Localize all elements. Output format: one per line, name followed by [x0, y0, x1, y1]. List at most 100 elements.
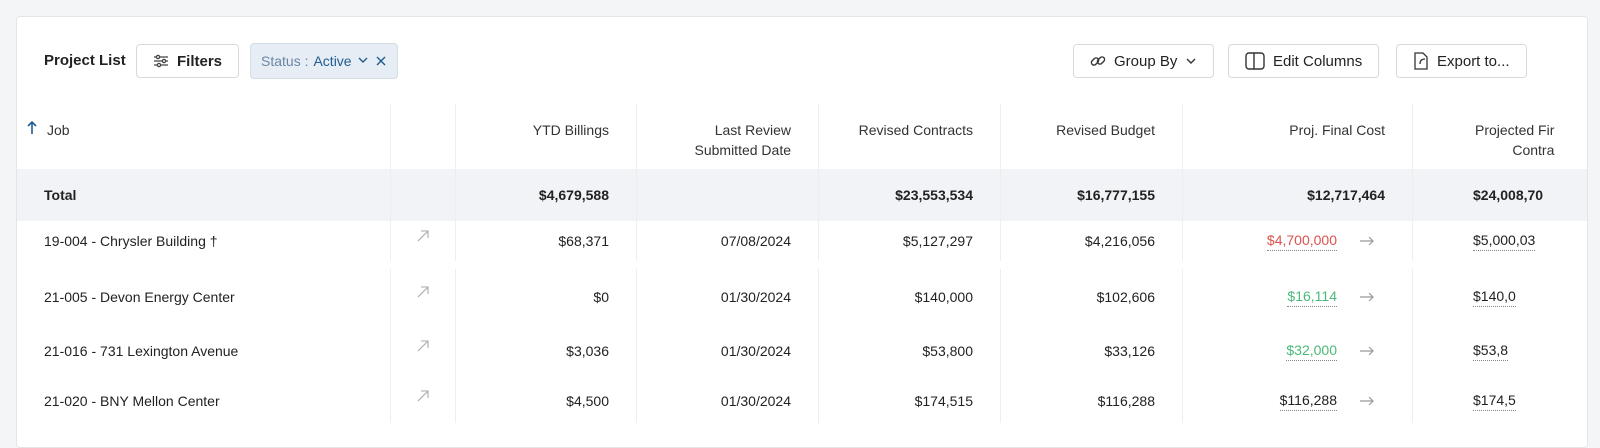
cell-text: $16,777,155 [1077, 187, 1155, 203]
icon-cell [391, 221, 456, 261]
cell-text: $12,717,464 [1307, 187, 1385, 203]
export-label: Export to... [1437, 52, 1510, 70]
icon-cell [391, 379, 456, 423]
cell-text: $33,126 [1104, 343, 1155, 359]
open-arrow [1359, 289, 1375, 305]
table-cell: 19-004 - Chrysler Building † [17, 221, 391, 261]
filters-icon [154, 54, 168, 68]
table-cell: $68,371 [456, 221, 637, 261]
cell-text: $23,553,534 [895, 187, 973, 203]
export-button[interactable]: Export to... [1396, 44, 1527, 78]
table-cell: $16,777,155 [1001, 169, 1183, 221]
table-cell: $4,679,588 [456, 169, 637, 221]
cell-text: 21-005 - Devon Energy Center [44, 289, 235, 305]
cell-text: 21-020 - BNY Mellon Center [44, 393, 220, 409]
table-cell: 21-016 - 731 Lexington Avenue [17, 323, 391, 379]
project-list-card: Project List Filters Status : Active Gro… [16, 16, 1588, 448]
icon-cell [391, 323, 456, 379]
export-icon [1414, 52, 1428, 70]
cell-text: $4,500 [566, 393, 609, 409]
table-cell: $116,288 [1183, 379, 1413, 423]
header-row: Job YTD Billings Last Review Submitted Dat… [17, 104, 1587, 169]
table-cell: $32,000 [1183, 323, 1413, 379]
cell-text: 01/30/2024 [720, 343, 791, 359]
cell-text: $32,000 [1286, 342, 1337, 361]
table-cell: Total [17, 169, 391, 221]
cell-text: Job [47, 122, 70, 138]
edit-columns-button[interactable]: Edit Columns [1228, 44, 1380, 78]
status-chip[interactable]: Status : Active [250, 43, 398, 79]
cell-text: 07/08/2024 [720, 233, 791, 249]
cell-text: $16,114 [1287, 288, 1337, 307]
data-row: 21-020 - BNY Mellon Center $4,500 01/30/20… [17, 379, 1587, 423]
data-row: 19-004 - Chrysler Building † $68,371 07/08… [17, 221, 1587, 261]
cell-text: $53,800 [922, 343, 973, 359]
sort-icon [27, 120, 37, 140]
column-header: Last Review Submitted Date [637, 104, 819, 169]
table-cell: $3,036 [456, 323, 637, 379]
group-by-label: Group By [1114, 52, 1178, 70]
filters-label: Filters [177, 52, 223, 70]
cell-text: Revised Budget [1056, 122, 1155, 138]
table-cell: $12,717,464 [1183, 169, 1413, 221]
column-header: Proj. Final Cost [1183, 104, 1413, 169]
table-cell: $53,800 [819, 323, 1001, 379]
table-cell: $4,216,056 [1001, 221, 1183, 261]
cell-text: Projected Fir Contra [1475, 122, 1555, 158]
table-cell [637, 169, 819, 221]
cell-text: $102,606 [1096, 289, 1155, 305]
link-icon [1090, 56, 1106, 66]
cell-text: $174,5 [1473, 392, 1516, 411]
page: Project List Filters Status : Active Gro… [16, 16, 1588, 448]
status-value: Active [313, 53, 352, 69]
cell-text: $116,288 [1097, 393, 1155, 409]
cell-text: $4,679,588 [538, 187, 609, 203]
cell-text: $116,288 [1279, 392, 1337, 411]
total-row: Total $4,679,588 $23,553,534 $16,777,155 $12… [17, 169, 1587, 221]
icon-cell [391, 104, 456, 169]
cell-text: 01/30/2024 [720, 289, 791, 305]
table-cell: 01/30/2024 [637, 379, 819, 423]
table-cell: $140,000 [819, 269, 1001, 325]
column-header: Revised Budget [1001, 104, 1183, 169]
open-arrow [1359, 393, 1375, 409]
cell-text: $68,371 [558, 233, 609, 249]
group-by-button[interactable]: Group By [1073, 44, 1215, 78]
cell-text: $174,515 [914, 393, 973, 409]
table-cell: $102,606 [1001, 269, 1183, 325]
table-cell: 01/30/2024 [637, 269, 819, 325]
table-cell: $5,000,03 [1413, 221, 1587, 261]
table-cell: $4,700,000 [1183, 221, 1413, 261]
table-cell: 01/30/2024 [637, 323, 819, 379]
cell-text: $5,000,03 [1473, 232, 1536, 251]
table-cell: $53,8 [1413, 323, 1587, 379]
table-cell: $174,515 [819, 379, 1001, 423]
table-cell: $140,0 [1413, 269, 1587, 325]
open-arrow [1359, 343, 1375, 359]
cell-text: Proj. Final Cost [1289, 122, 1385, 138]
title: Project List [44, 51, 126, 69]
icon-cell [391, 169, 456, 221]
table-cell: $4,500 [456, 379, 637, 423]
cell-text: YTD Billings [532, 122, 609, 138]
columns-icon [1245, 52, 1265, 70]
cell-text: $140,000 [914, 289, 973, 305]
cell-text: $140,0 [1473, 288, 1516, 307]
column-header: YTD Billings [456, 104, 637, 169]
column-header: Revised Contracts [819, 104, 1001, 169]
table-cell: 21-020 - BNY Mellon Center [17, 379, 391, 423]
table-cell: $16,114 [1183, 269, 1413, 325]
table-cell: $23,553,534 [819, 169, 1001, 221]
data-row: 21-005 - Devon Energy Center $0 01/30/2024… [17, 269, 1587, 325]
cell-text: 21-016 - 731 Lexington Avenue [44, 343, 239, 359]
table-cell: $174,5 [1413, 379, 1587, 423]
icon-cell [391, 269, 456, 325]
cell-text: Total [44, 187, 77, 203]
open-arrow [1359, 233, 1375, 249]
cell-text: $0 [593, 289, 609, 305]
table-cell: $24,008,70 [1413, 169, 1587, 221]
table-cell: $116,288 [1001, 379, 1183, 423]
edit-columns-label: Edit Columns [1273, 52, 1363, 70]
filters-button[interactable]: Filters [136, 44, 240, 78]
cell-text: 19-004 - Chrysler Building † [44, 233, 218, 249]
